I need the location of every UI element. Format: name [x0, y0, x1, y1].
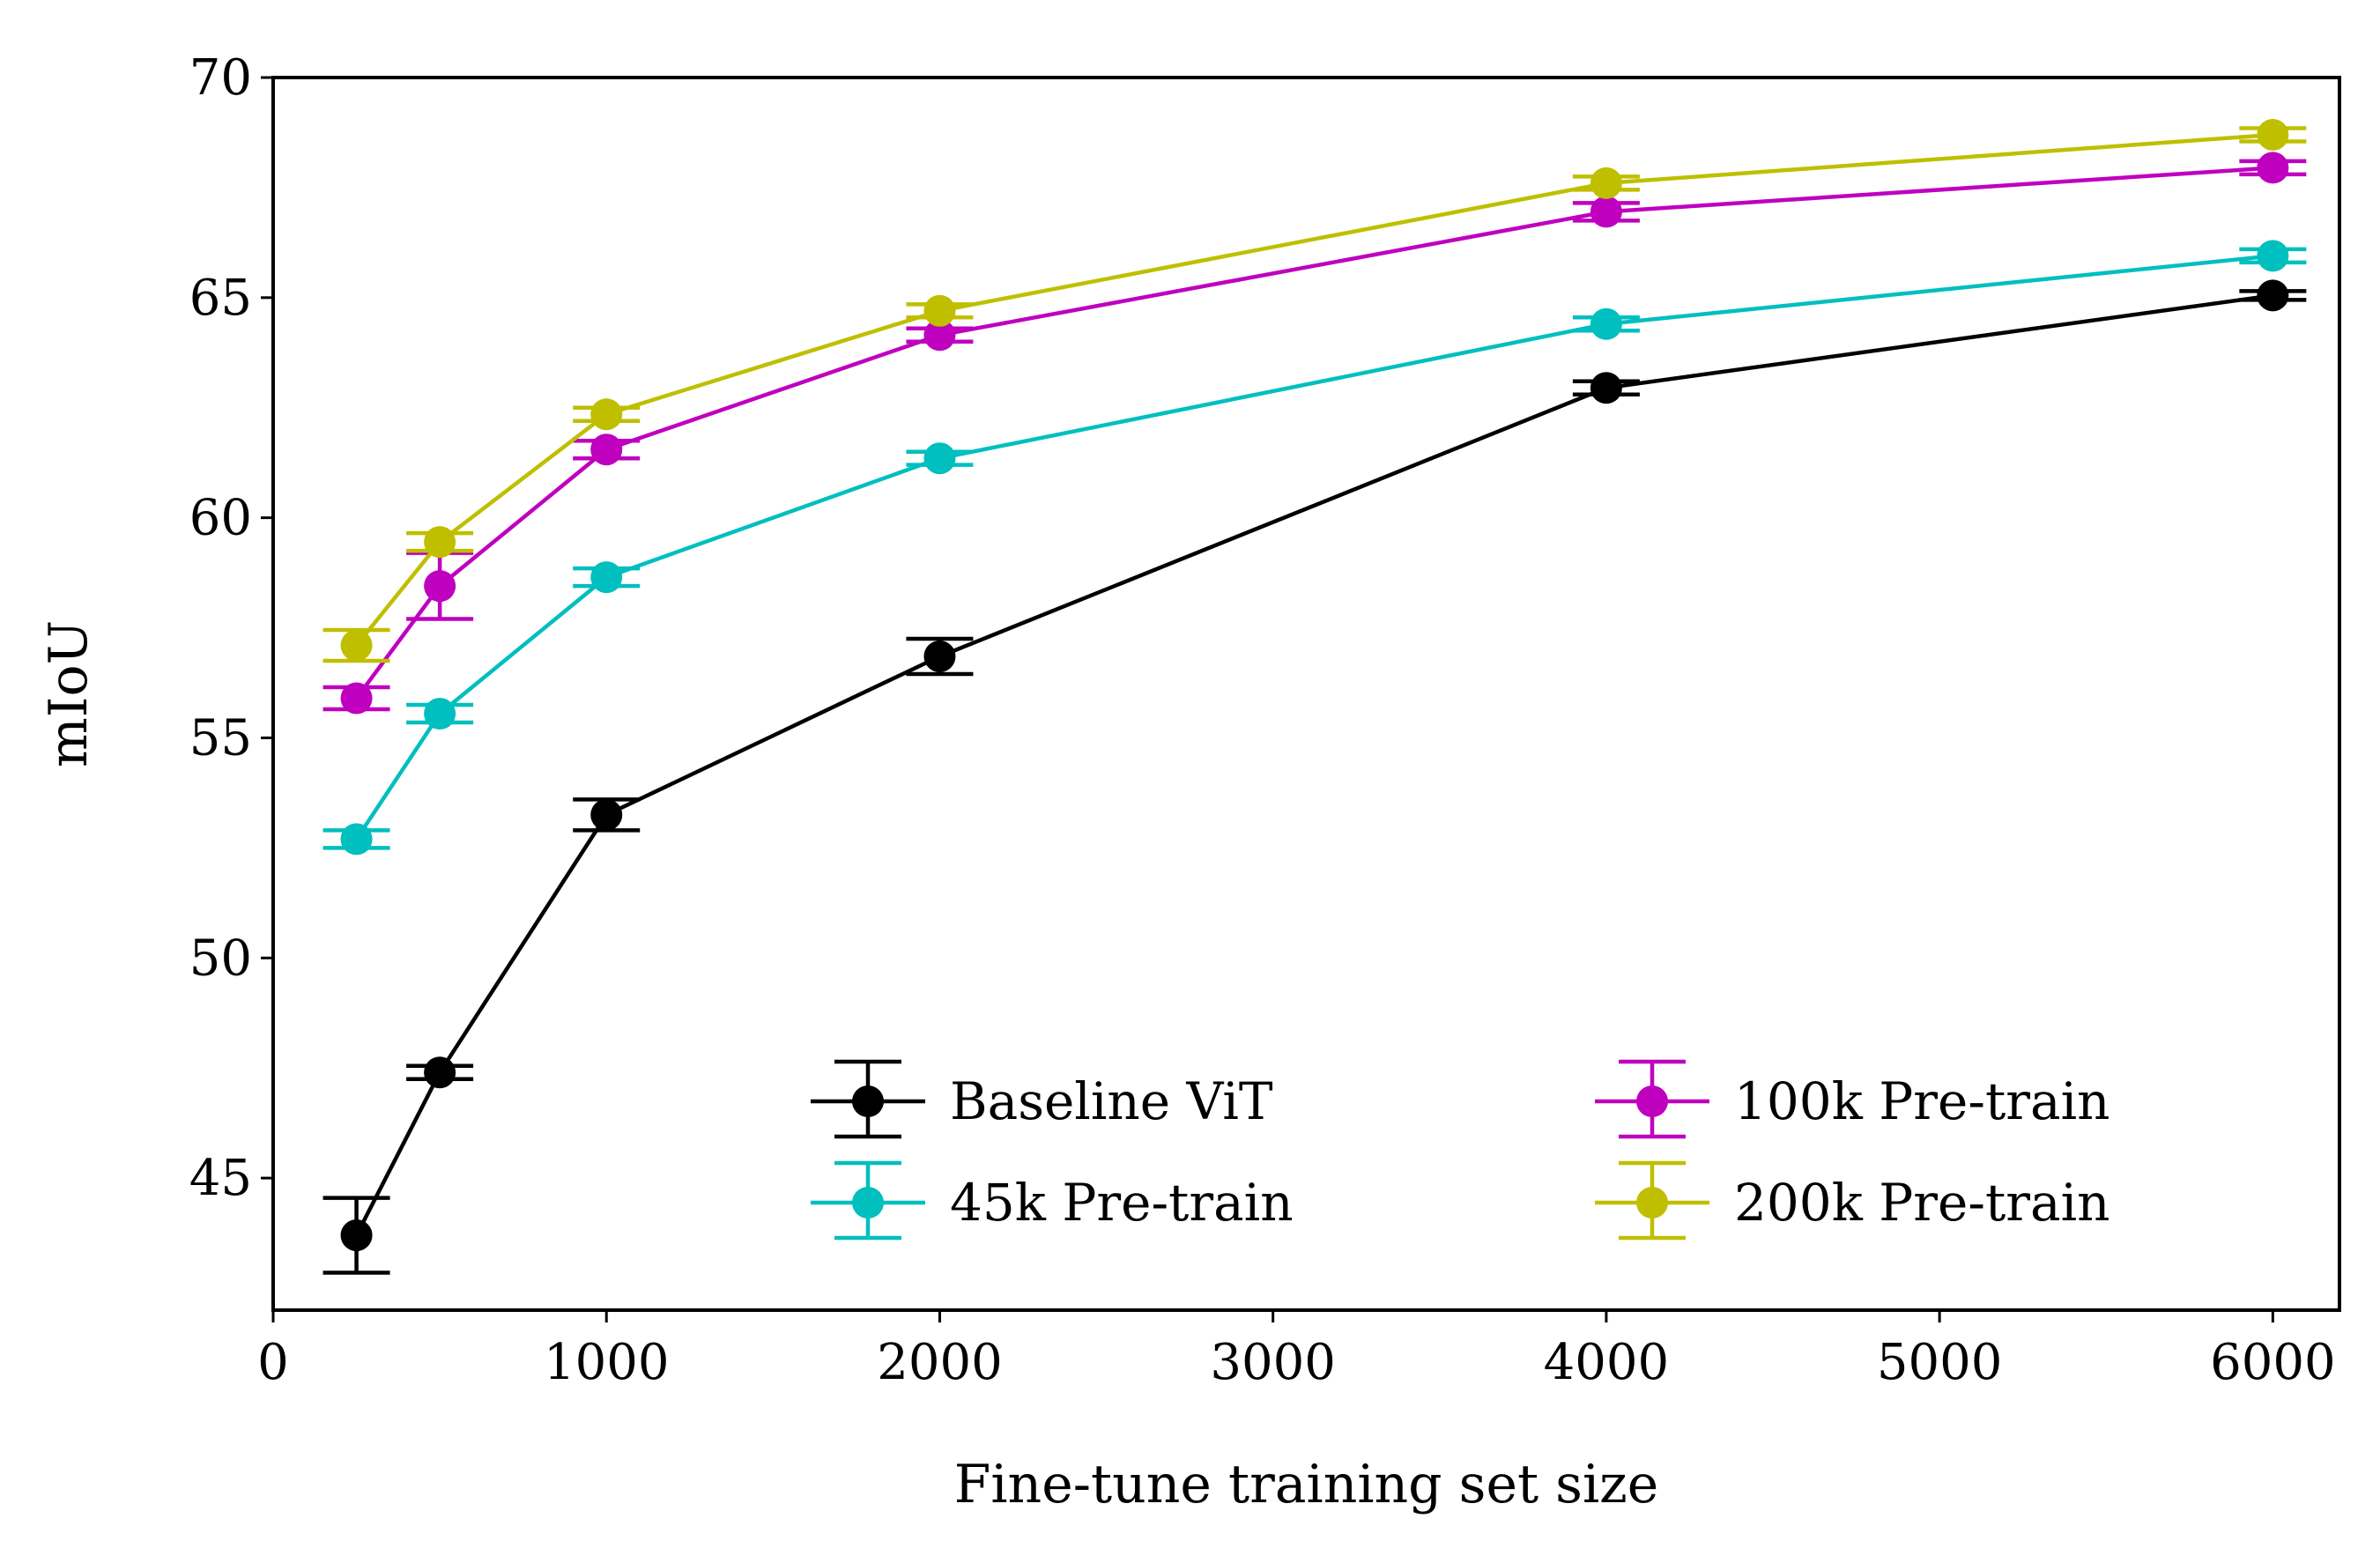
data-point [923, 319, 956, 352]
data-point [923, 442, 956, 475]
y-axis-title: mIoU [38, 620, 100, 767]
data-point [340, 629, 373, 662]
plot-frame [271, 76, 2341, 1312]
data-point [2257, 240, 2289, 272]
legend-marker [1636, 1187, 1668, 1219]
legend-marker [852, 1187, 884, 1219]
series-line [354, 293, 2273, 1237]
series-200k-pre-train [323, 118, 2307, 663]
x-tick-label: 6000 [2210, 1334, 2336, 1391]
y-tick-label: 60 [189, 490, 252, 547]
data-point [1590, 196, 1622, 228]
data-point [2257, 279, 2289, 312]
data-point [590, 561, 623, 594]
data-point [923, 641, 956, 673]
y-tick-label: 55 [189, 709, 252, 767]
data-point [2257, 118, 2289, 151]
data-point [424, 697, 456, 730]
data-point [923, 294, 956, 327]
x-tick-label: 3000 [1210, 1334, 1336, 1391]
y-tick-label: 70 [189, 49, 252, 107]
data-point [340, 823, 373, 856]
legend-entry: Baseline ViT [811, 1059, 1273, 1139]
data-point [1590, 372, 1622, 404]
series-line [354, 166, 2273, 700]
x-tick-label: 2000 [877, 1334, 1003, 1391]
data-point [424, 570, 456, 603]
data-point [424, 1056, 456, 1089]
data-point [590, 433, 623, 466]
series-line [354, 132, 2273, 647]
series-line [354, 254, 2273, 841]
data-point [1590, 167, 1622, 199]
ticks-layer: 0 1000 2000 3000 4000 5000 6000 45 50 55 60 65 70 [189, 49, 2336, 1391]
y-tick-label: 65 [189, 270, 252, 327]
data-point [340, 682, 373, 715]
x-tick-label: 1000 [544, 1334, 670, 1391]
y-tick-label: 45 [189, 1150, 252, 1207]
legend-marker [852, 1085, 884, 1117]
legend-entry: 100k Pre-train [1595, 1059, 2109, 1139]
data-point [424, 526, 456, 559]
series-layer [323, 118, 2307, 1275]
legend-label: 200k Pre-train [1734, 1173, 2109, 1233]
x-tick-label: 4000 [1544, 1334, 1670, 1391]
data-point [590, 798, 623, 831]
legend-label: 100k Pre-train [1734, 1071, 2109, 1131]
legend-entry: 45k Pre-train [811, 1160, 1294, 1241]
legend: Baseline ViT 45k Pre-train 100k Pre-train 2… [811, 1059, 2109, 1241]
legend-entry: 200k Pre-train [1595, 1160, 2109, 1241]
series-100k-pre-train [323, 152, 2307, 715]
series-baseline-vit [323, 279, 2307, 1275]
data-point [1590, 307, 1622, 340]
data-point [590, 398, 623, 431]
data-point [2257, 152, 2289, 184]
legend-marker [1636, 1085, 1668, 1117]
legend-label: Baseline ViT [950, 1071, 1273, 1131]
data-point [340, 1219, 373, 1252]
y-tick-label: 50 [189, 930, 252, 987]
x-tick-label: 0 [257, 1334, 289, 1391]
series-45k-pre-train [323, 240, 2307, 856]
x-tick-label: 5000 [1877, 1334, 2003, 1391]
x-axis-title: Fine-tune training set size [954, 1454, 1659, 1515]
legend-label: 45k Pre-train [950, 1173, 1294, 1233]
